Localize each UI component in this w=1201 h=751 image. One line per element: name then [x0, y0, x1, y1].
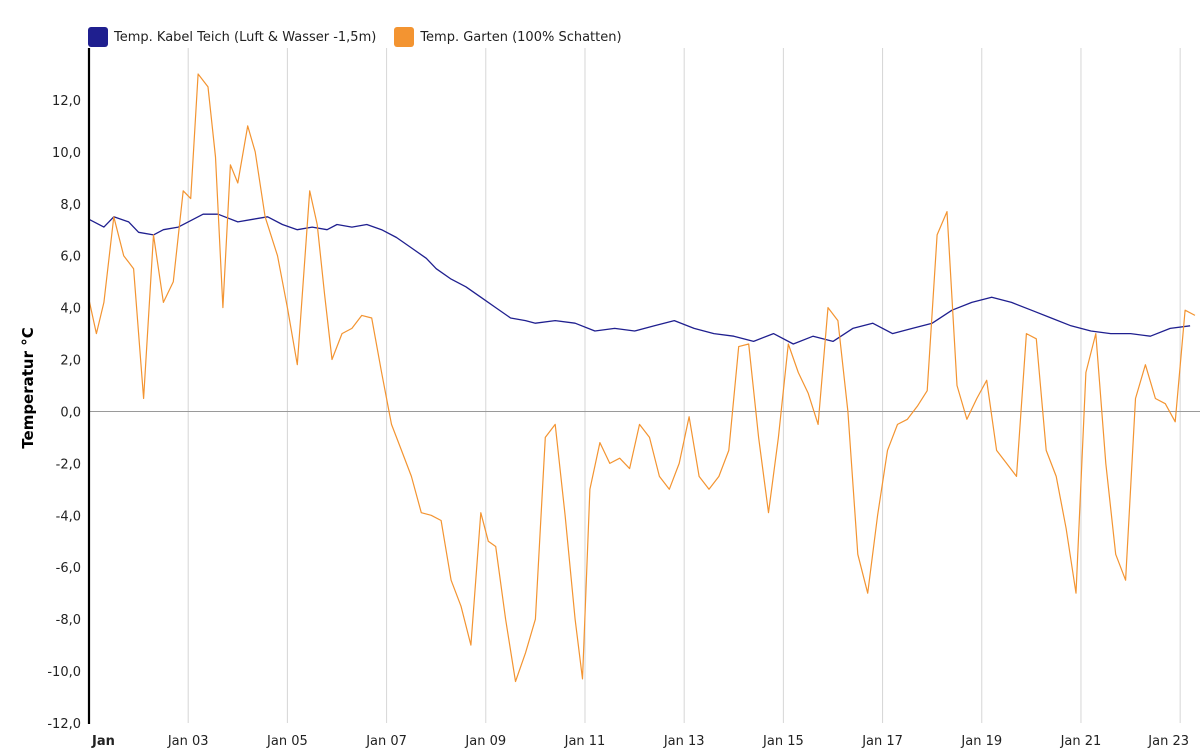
y-tick-label: 2,0	[60, 354, 81, 369]
y-tick-label: -4,0	[56, 509, 81, 524]
legend-item-garten[interactable]: Temp. Garten (100% Schatten)	[394, 27, 622, 47]
y-tick-label: 10,0	[52, 146, 81, 161]
y-tick-label: -12,0	[47, 717, 81, 732]
series-line-garten	[88, 73, 1196, 683]
chart-legend: Temp. Kabel Teich (Luft & Wasser -1,5m) …	[88, 27, 640, 47]
y-axis-title: Temperatur °C	[19, 327, 37, 448]
series-layer	[88, 73, 1196, 683]
y-tick-label: 6,0	[60, 250, 81, 265]
x-tick-label: Jan 19	[960, 734, 1002, 749]
x-tick-label: Jan 07	[365, 734, 407, 749]
y-tick-label: 0,0	[60, 405, 81, 420]
y-tick-label: 8,0	[60, 198, 81, 213]
x-tick-label: Jan 09	[464, 734, 506, 749]
grid-layer	[89, 48, 1200, 723]
axis-layer: -12,0 -10,0 -8,0 -6,0 -4,0 -2,0 0,0 2,0 4,0 6,0 8,…	[47, 48, 1189, 749]
x-tick-label: Jan 17	[861, 734, 903, 749]
legend-item-teich[interactable]: Temp. Kabel Teich (Luft & Wasser -1,5m)	[88, 27, 376, 47]
legend-swatch-garten	[394, 27, 415, 47]
x-tick-label: Jan 23	[1147, 734, 1189, 749]
y-tick-label: -8,0	[56, 613, 81, 628]
x-tick-label: Jan 11	[564, 734, 606, 749]
legend-swatch-teich	[88, 27, 108, 47]
legend-label-garten: Temp. Garten (100% Schatten)	[420, 29, 622, 45]
y-tick-label: 12,0	[52, 94, 81, 109]
y-tick-label: -10,0	[47, 665, 81, 680]
x-tick-label: Jan 15	[762, 734, 804, 749]
y-tick-label: 4,0	[60, 302, 81, 317]
x-tick-label: Jan 03	[167, 734, 209, 749]
x-tick-label: Jan	[91, 734, 115, 749]
y-tick-label: -2,0	[56, 457, 81, 472]
legend-label-teich: Temp. Kabel Teich (Luft & Wasser -1,5m)	[114, 29, 377, 45]
x-tick-label: Jan 21	[1060, 734, 1102, 749]
series-line-teich	[88, 213, 1191, 345]
x-tick-label: Jan 05	[266, 734, 308, 749]
x-tick-label: Jan 13	[663, 734, 705, 749]
y-tick-label: -6,0	[56, 561, 81, 576]
